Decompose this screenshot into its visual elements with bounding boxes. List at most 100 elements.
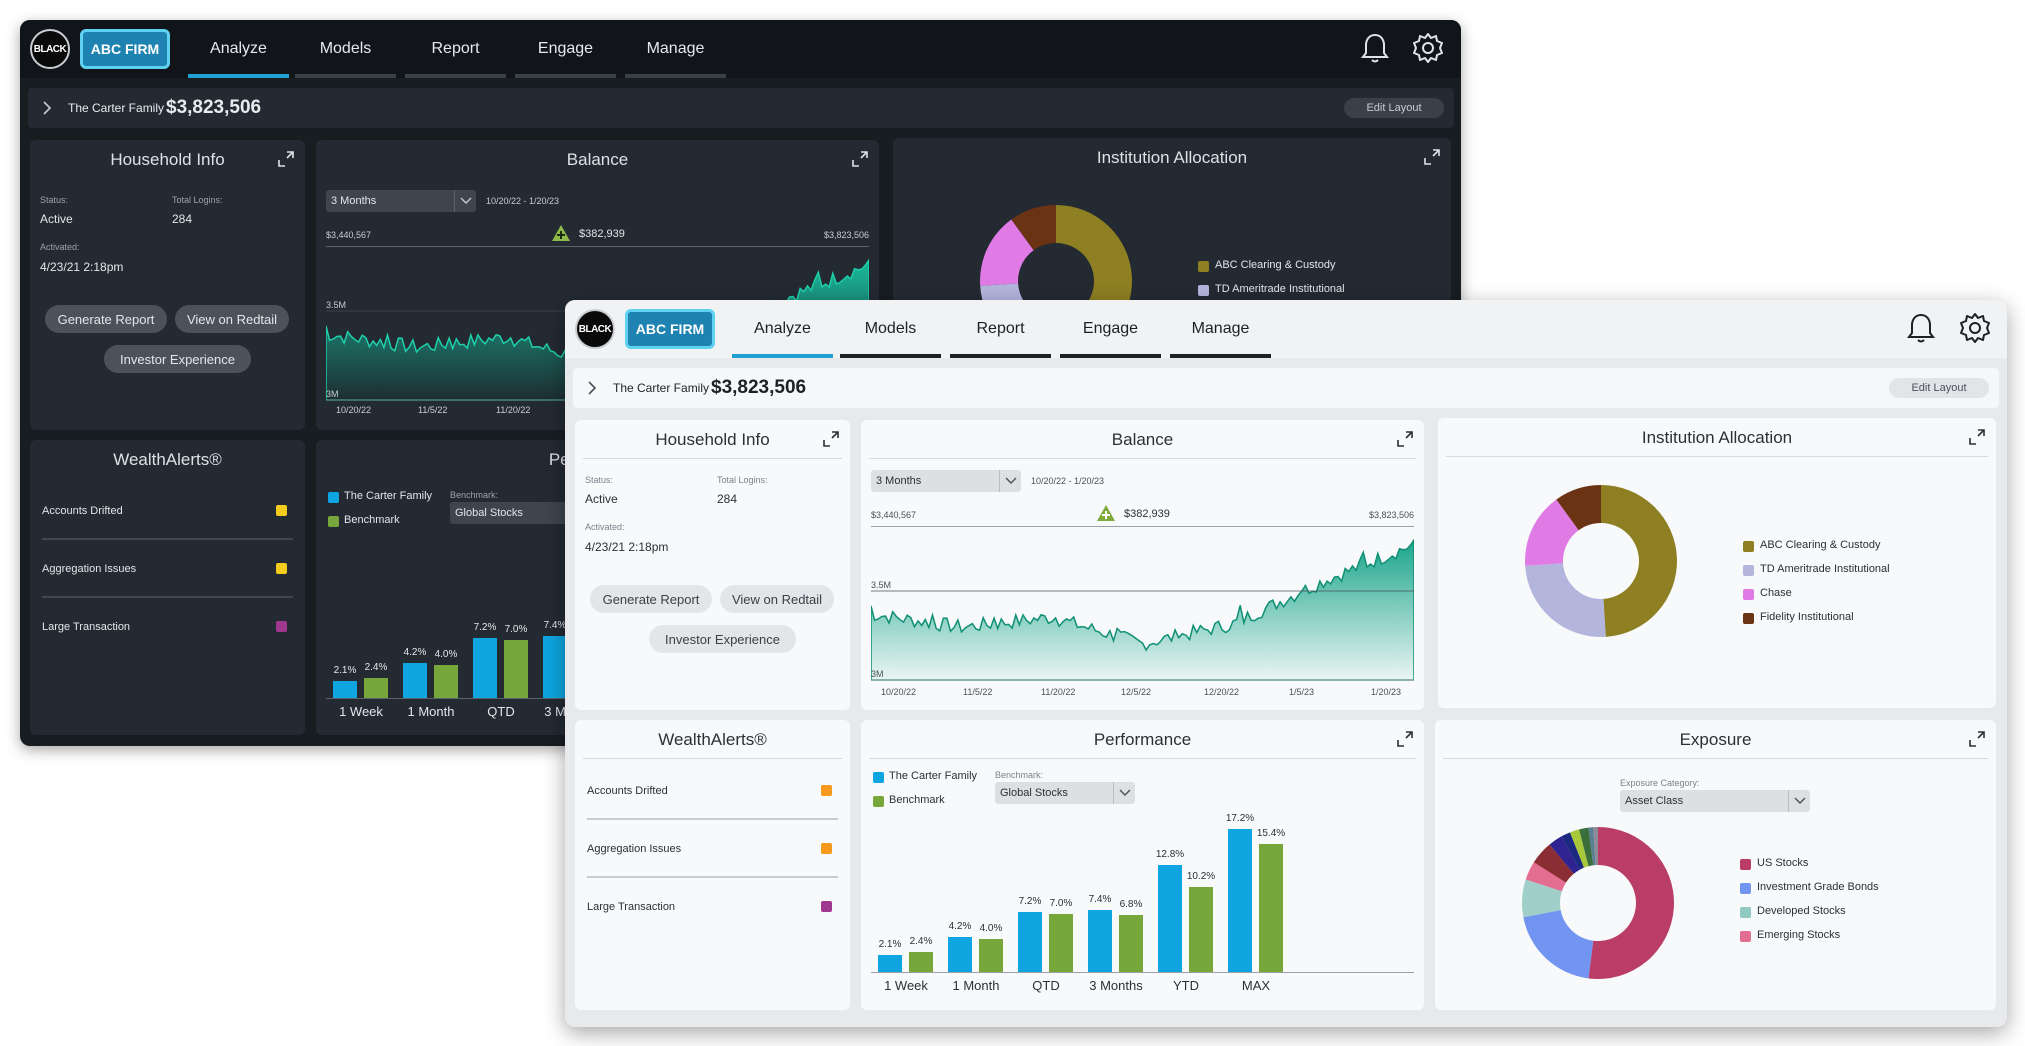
donut-slice[interactable]: [1593, 827, 1598, 866]
generate-report-button[interactable]: Generate Report: [590, 585, 712, 613]
generate-report-button[interactable]: Generate Report: [45, 305, 167, 333]
firm-logo-button[interactable]: ABC FIRM: [625, 309, 715, 349]
view-on-redtail-button[interactable]: View on Redtail: [720, 585, 834, 613]
chevron-right-icon[interactable]: [585, 380, 599, 396]
performance-bar[interactable]: [1158, 865, 1182, 972]
donut-slice[interactable]: [1570, 829, 1589, 868]
tab-engage[interactable]: Engage: [515, 20, 616, 78]
donut-slice[interactable]: [1525, 499, 1579, 566]
chevron-right-icon[interactable]: [40, 100, 54, 116]
expand-icon[interactable]: [1396, 730, 1414, 748]
tab-models[interactable]: Models: [295, 20, 396, 78]
expand-icon[interactable]: [1968, 428, 1986, 446]
expand-icon[interactable]: [851, 150, 869, 168]
family-name[interactable]: The Carter Family: [68, 101, 165, 115]
legend-swatch: [1740, 883, 1751, 894]
performance-bar[interactable]: [434, 664, 458, 698]
alert-indicator: [821, 785, 832, 796]
period-select[interactable]: 3 Months: [326, 190, 476, 212]
investor-experience-button[interactable]: Investor Experience: [104, 345, 251, 373]
performance-bar[interactable]: [403, 663, 427, 698]
bar-value-label: 4.2%: [403, 647, 427, 658]
alert-row[interactable]: Aggregation Issues: [587, 820, 838, 878]
performance-bar[interactable]: [1259, 843, 1283, 972]
expand-icon[interactable]: [277, 150, 295, 168]
alert-row[interactable]: Large Transaction: [42, 598, 293, 656]
view-on-redtail-button[interactable]: View on Redtail: [175, 305, 289, 333]
black-logo[interactable]: BLACK: [30, 29, 70, 69]
bell-icon[interactable]: [1357, 30, 1393, 66]
alert-row[interactable]: Aggregation Issues: [42, 540, 293, 598]
investor-experience-button[interactable]: Investor Experience: [649, 625, 796, 653]
performance-bar[interactable]: [473, 638, 497, 698]
expand-icon[interactable]: [1968, 730, 1986, 748]
donut-slice[interactable]: [1549, 836, 1580, 874]
tab-label: Analyze: [754, 320, 811, 337]
benchmark-select[interactable]: Global Stocks: [995, 782, 1135, 804]
bell-icon[interactable]: [1903, 310, 1939, 346]
donut-slice[interactable]: [1556, 485, 1601, 531]
donut-slice[interactable]: [1525, 563, 1606, 637]
performance-bar[interactable]: [1119, 915, 1143, 972]
performance-bar[interactable]: [1049, 913, 1073, 972]
bar-value-label: 7.0%: [504, 623, 528, 635]
category-label: QTD: [487, 704, 515, 719]
performance-bar[interactable]: [364, 678, 388, 698]
tab-analyze[interactable]: Analyze: [188, 20, 289, 78]
gear-icon[interactable]: [1957, 310, 1993, 346]
alert-label: Accounts Drifted: [587, 785, 668, 797]
y-tick-label: 3M: [326, 389, 339, 399]
donut-slice[interactable]: [1588, 827, 1596, 866]
firm-logo-button[interactable]: ABC FIRM: [80, 29, 170, 69]
donut-slice[interactable]: [1561, 832, 1585, 870]
performance-bar[interactable]: [333, 680, 357, 698]
exposure-category-value: Asset Class: [1625, 795, 1684, 807]
alert-row[interactable]: Accounts Drifted: [587, 762, 838, 820]
donut-slice[interactable]: [1579, 827, 1594, 867]
alert-row[interactable]: Accounts Drifted: [42, 482, 293, 540]
performance-bar[interactable]: [948, 937, 972, 972]
expand-icon[interactable]: [1396, 430, 1414, 448]
family-name[interactable]: The Carter Family: [613, 381, 710, 395]
tab-engage[interactable]: Engage: [1060, 300, 1161, 358]
alert-row[interactable]: Large Transaction: [587, 878, 838, 936]
black-logo[interactable]: BLACK: [575, 309, 615, 349]
x-tick-label: 10/20/22: [336, 405, 371, 415]
performance-bar[interactable]: [1088, 910, 1112, 972]
performance-bar[interactable]: [1228, 828, 1252, 972]
donut-slice[interactable]: [1588, 827, 1674, 979]
period-select[interactable]: 3 Months: [871, 470, 1021, 492]
tab-analyze[interactable]: Analyze: [732, 300, 833, 358]
performance-bar[interactable]: [543, 636, 567, 698]
donut-slice[interactable]: [1523, 910, 1594, 979]
tab-manage[interactable]: Manage: [625, 20, 726, 78]
bar-value-label: 7.0%: [1049, 897, 1073, 909]
donut-slice[interactable]: [1525, 862, 1566, 892]
gear-icon[interactable]: [1410, 30, 1446, 66]
tab-manage[interactable]: Manage: [1170, 300, 1271, 358]
performance-bar[interactable]: [979, 938, 1003, 972]
legend-label: Benchmark: [889, 794, 945, 806]
donut-slice[interactable]: [1601, 485, 1677, 637]
donut-slice[interactable]: [1533, 844, 1574, 883]
edit-layout-button[interactable]: Edit Layout: [1344, 98, 1444, 118]
tab-models[interactable]: Models: [840, 300, 941, 358]
panel-title: Balance: [1111, 430, 1174, 449]
performance-bar[interactable]: [1189, 887, 1213, 972]
donut-slice[interactable]: [980, 219, 1034, 286]
expand-icon[interactable]: [822, 430, 840, 448]
expand-icon[interactable]: [1423, 148, 1441, 166]
donut-slice[interactable]: [1522, 879, 1562, 918]
donut-slice[interactable]: [1011, 205, 1056, 251]
performance-bar[interactable]: [504, 639, 528, 698]
edit-layout-button[interactable]: Edit Layout: [1889, 378, 1989, 398]
bar-value-label: 17.2%: [1225, 812, 1255, 824]
tab-report[interactable]: Report: [405, 20, 506, 78]
performance-bar[interactable]: [909, 952, 933, 972]
exposure-category-select[interactable]: Asset Class: [1620, 790, 1810, 812]
performance-bar[interactable]: [878, 954, 902, 972]
top-rule: [871, 526, 1414, 527]
tab-report[interactable]: Report: [950, 300, 1051, 358]
benchmark-select[interactable]: Global Stocks: [450, 502, 590, 524]
performance-bar[interactable]: [1018, 912, 1042, 972]
